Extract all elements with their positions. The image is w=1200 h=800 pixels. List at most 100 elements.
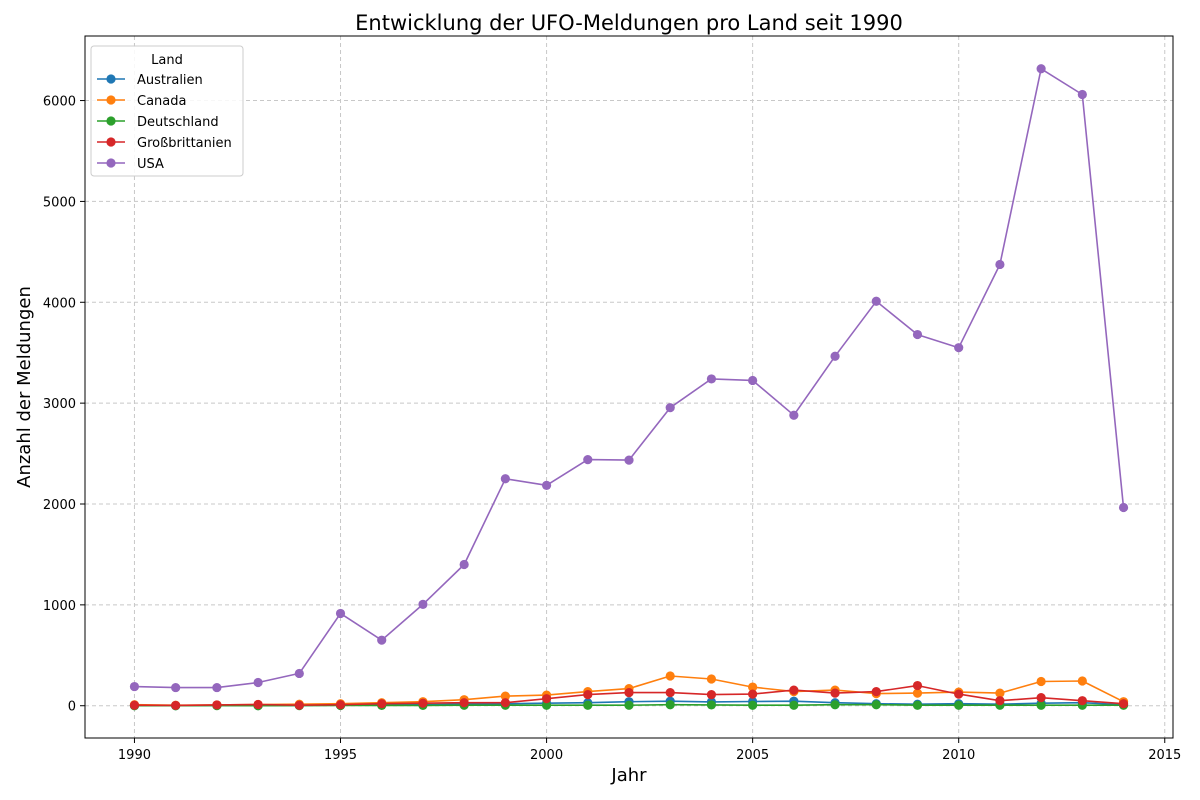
y-tick-label: 2000 [43,498,76,513]
data-point-usa [830,351,840,361]
data-point-canada [665,671,675,681]
legend-marker-deutschland [106,116,116,126]
legend-item-gro-brittanien: Großbrittanien [97,136,232,151]
y-tick-label: 5000 [43,195,76,210]
data-point-gro-brittanien [789,685,799,695]
data-point-gro-brittanien [253,699,263,710]
data-point-gro-brittanien [665,688,675,698]
data-point-usa [706,374,717,384]
legend-item-australien: Australien [97,73,203,88]
x-axis-ticks: 1990 1995 2000 2005 2010 2015 [118,738,1181,763]
legend-label-gro-brittanien: Großbrittanien [137,136,232,151]
legend-item-deutschland: Deutschland [97,115,219,130]
data-point-canada [912,688,923,698]
data-point-deutschland [830,700,840,710]
data-point-gro-brittanien [335,700,346,710]
data-point-usa [212,682,222,693]
y-tick-label: 4000 [43,296,76,311]
grid [85,36,1173,738]
data-point-usa [995,259,1005,270]
x-tick-label: 2005 [736,748,769,763]
x-tick-label: 2010 [942,748,975,763]
data-point-deutschland [912,700,923,710]
y-tick-label: 6000 [43,95,76,110]
y-axis-ticks: 0 1000 2000 3000 4000 5000 6000 [43,95,85,715]
legend-label-australien: Australien [137,73,203,88]
legend-marker-usa [106,158,116,168]
data-point-usa [583,455,593,465]
data-point-gro-brittanien [1077,696,1087,706]
data-point-usa [789,410,799,420]
data-point-deutschland [954,700,964,710]
data-point-usa [377,635,387,645]
data-point-deutschland [665,700,675,710]
data-point-gro-brittanien [748,689,758,699]
legend-item-usa: USA [97,157,164,172]
data-point-deutschland [541,700,552,710]
data-point-canada [995,688,1005,698]
data-point-gro-brittanien [171,700,181,711]
series [129,64,1129,711]
legend-title: Land [151,53,183,68]
data-point-usa [129,681,140,692]
data-point-usa [1077,89,1087,100]
data-point-usa [253,677,263,688]
series-line-usa [134,68,1125,689]
legend-label-usa: USA [137,157,164,172]
legend-label-canada: Canada [137,94,186,109]
data-point-canada [1077,676,1087,686]
data-point-deutschland [871,700,881,710]
data-point-gro-brittanien [1036,693,1046,703]
data-point-usa [1118,502,1129,513]
legend-label-deutschland: Deutschland [137,115,219,130]
data-point-usa [335,608,346,619]
legend-item-canada: Canada [97,94,186,109]
plot-area [84,35,1174,739]
data-point-deutschland [748,700,758,710]
data-point-usa [459,559,469,570]
series-usa [129,64,1129,693]
data-point-gro-brittanien [541,694,552,704]
y-tick-label: 1000 [43,599,76,614]
data-point-gro-brittanien [129,700,140,710]
data-point-gro-brittanien [624,688,634,698]
y-tick-label: 0 [68,700,76,715]
data-point-usa [171,682,181,693]
data-point-gro-brittanien [500,698,510,708]
data-point-gro-brittanien [418,698,428,708]
data-point-gro-brittanien [583,690,593,700]
data-point-gro-brittanien [954,689,964,699]
legend-marker-gro-brittanien [106,137,116,147]
data-point-usa [541,480,552,490]
data-point-gro-brittanien [830,688,840,698]
x-tick-label: 1990 [118,748,151,763]
data-point-gro-brittanien [377,699,387,709]
data-point-gro-brittanien [1118,699,1129,709]
data-point-deutschland [583,700,593,710]
data-point-gro-brittanien [294,700,304,710]
series-gro-brittanien [129,680,1129,711]
chart-title: Entwicklung der UFO-Meldungen pro Land s… [355,11,903,35]
y-tick-label: 3000 [43,397,76,412]
data-point-gro-brittanien [871,687,881,697]
data-point-usa [912,329,923,340]
data-point-gro-brittanien [459,698,469,708]
x-tick-label: 1995 [324,748,357,763]
data-point-deutschland [624,700,634,710]
legend-marker-canada [106,95,116,105]
data-point-canada [748,682,758,692]
data-point-canada [500,691,510,701]
data-point-deutschland [1036,700,1046,710]
data-point-usa [748,375,758,386]
data-point-usa [954,343,964,353]
data-point-gro-brittanien [706,690,717,700]
data-point-gro-brittanien [912,680,923,691]
data-point-usa [624,455,634,465]
y-axis-title: Anzahl der Meldungen [14,286,35,488]
data-point-usa [1036,64,1046,74]
data-point-deutschland [789,700,799,710]
x-axis-title: Jahr [610,765,647,786]
data-point-canada [1036,676,1046,687]
data-point-canada [706,674,717,684]
